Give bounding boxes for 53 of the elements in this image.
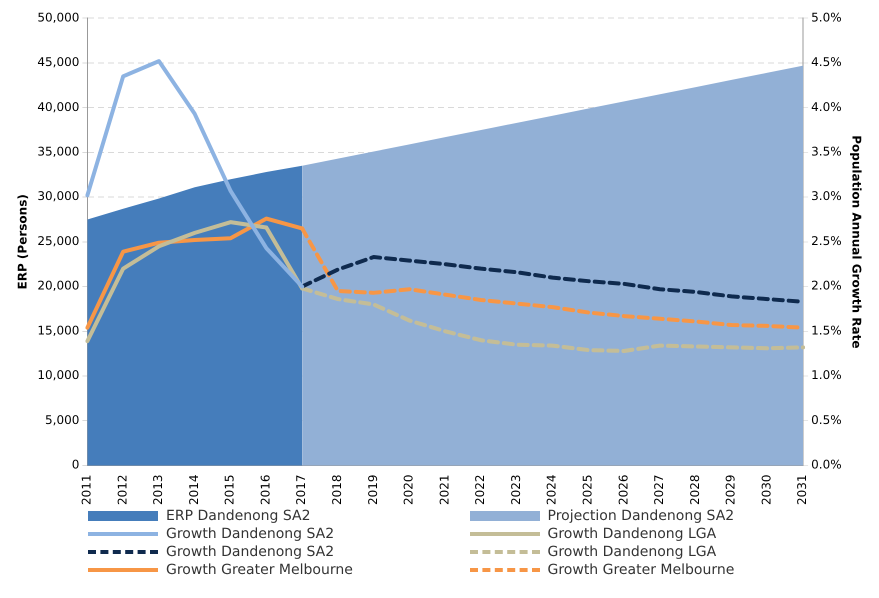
y2-tick-label: 2.0% [811, 278, 842, 293]
x-tick-label: 2024 [544, 474, 559, 506]
legend-label: Growth Greater Melbourne [166, 562, 353, 578]
y2-axis-title: Population Annual Growth Rate [850, 135, 864, 348]
x-tick-label: 2013 [151, 474, 166, 506]
legend-label: Growth Greater Melbourne [548, 562, 734, 578]
y-tick-label: 40,000 [37, 100, 80, 114]
x-tick-label: 2018 [330, 474, 344, 506]
x-tick-label: 2027 [652, 474, 666, 506]
x-tick-label: 2019 [366, 474, 380, 506]
y-tick-label: 35,000 [37, 144, 80, 159]
x-tick-label: 2025 [580, 474, 595, 506]
x-tick-label: 2011 [80, 474, 94, 506]
x-tick-label: 2020 [402, 474, 416, 506]
y-tick-label: 50,000 [37, 10, 80, 24]
y2-tick-label: 1.5% [811, 323, 842, 338]
y-tick-label: 20,000 [37, 278, 80, 293]
y2-tick-label: 3.0% [811, 189, 842, 204]
y2-tick-label: 3.5% [811, 144, 842, 159]
x-tick-label: 2017 [294, 474, 308, 506]
legend-label: Projection Dandenong SA2 [548, 508, 734, 524]
x-tick-label: 2029 [724, 474, 738, 506]
y2-tick-label: 4.5% [811, 55, 842, 70]
x-tick-label: 2014 [186, 474, 201, 506]
legend-label: Growth Dandenong LGA [548, 526, 716, 542]
x-tick-label: 2015 [222, 474, 237, 506]
x-tick-label: 2021 [437, 474, 452, 506]
x-tick-label: 2031 [795, 474, 810, 506]
x-tick-label: 2012 [115, 474, 130, 506]
x-tick-label: 2022 [473, 474, 488, 506]
y2-tick-label: 4.0% [811, 100, 842, 114]
x-tick-label: 2016 [258, 474, 272, 506]
legend-label: ERP Dandenong SA2 [166, 508, 310, 524]
y2-tick-label: 0.5% [811, 412, 842, 427]
y2-tick-label: 5.0% [811, 10, 842, 24]
x-tick-label: 2028 [688, 474, 702, 506]
y-tick-label: 10,000 [37, 368, 80, 382]
legend-label: Growth Dandenong LGA [548, 544, 716, 560]
legend-label: Growth Dandenong SA2 [166, 544, 334, 560]
y2-tick-label: 0.0% [811, 458, 842, 472]
y-tick-label: 25,000 [37, 234, 80, 248]
y2-tick-label: 1.0% [811, 368, 842, 382]
y2-tick-label: 2.5% [811, 234, 842, 248]
y-tick-label: 45,000 [37, 55, 80, 70]
y-axis-title: ERP (Persons) [15, 194, 30, 290]
x-tick-label: 2026 [616, 474, 630, 506]
y-tick-label: 0 [72, 458, 80, 472]
y-tick-label: 15,000 [37, 323, 80, 338]
y-tick-label: 5,000 [45, 412, 80, 427]
x-tick-label: 2023 [508, 474, 523, 506]
x-tick-label: 2030 [759, 474, 774, 506]
y-tick-label: 30,000 [37, 189, 80, 204]
legend-label: Growth Dandenong SA2 [166, 526, 334, 542]
